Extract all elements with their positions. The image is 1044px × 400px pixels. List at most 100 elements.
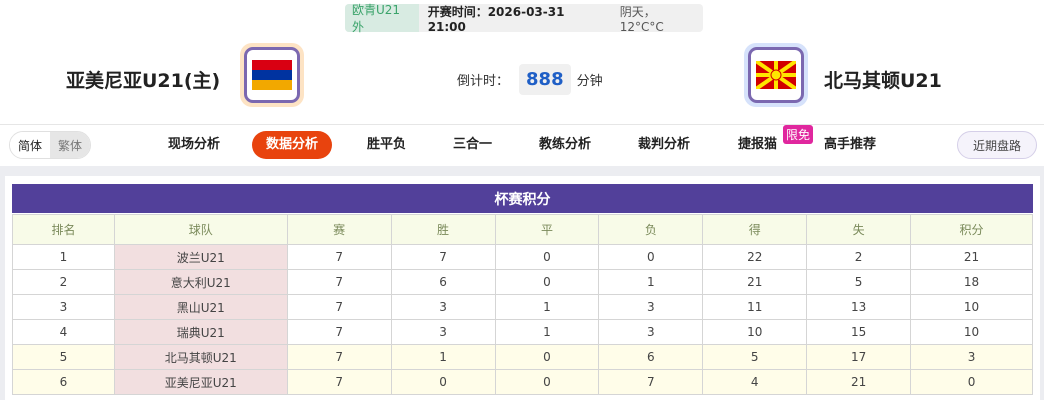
table-cell: 3 (12, 294, 115, 320)
table-cell: 3 (910, 344, 1033, 370)
column-header: 得 (702, 214, 808, 245)
table-cell: 21 (702, 269, 808, 295)
team-cell[interactable]: 瑞典U21 (113, 319, 288, 345)
table-cell: 10 (702, 319, 808, 345)
table-cell: 21 (806, 369, 912, 395)
tab-data-analysis[interactable]: 数据分析 (252, 131, 333, 159)
home-team-flag (240, 43, 304, 107)
table-cell: 7 (286, 319, 392, 345)
table-cell: 0 (390, 369, 496, 395)
weather: 阴天， 12°C°C (619, 4, 664, 34)
table-row: 3 黑山U21 7 3 1 3 11 13 10 (12, 294, 1033, 320)
tab-three-in-one[interactable]: 三合一 (453, 137, 493, 152)
table-cell: 0 (494, 269, 600, 295)
table-row: 5 北马其顿U21 7 1 0 6 5 17 3 (12, 344, 1033, 370)
table-cell: 7 (286, 369, 392, 395)
tab-coach-analysis[interactable]: 教练分析 (539, 137, 592, 152)
north-macedonia-flag-icon (756, 61, 796, 89)
team-cell[interactable]: 亚美尼亚U21 (113, 369, 288, 395)
table-cell: 3 (598, 319, 704, 345)
column-header: 排名 (12, 214, 115, 245)
table-cell: 2 (806, 244, 912, 270)
kickoff-time: 开赛时间：2026-03-31 21:00 (427, 4, 565, 34)
free-badge: 限免 (783, 125, 814, 144)
tab-referee-analysis[interactable]: 裁判分析 (638, 137, 691, 152)
language-toggle[interactable]: 简体 繁体 (9, 131, 91, 159)
traditional-option[interactable]: 繁体 (50, 132, 90, 158)
table-cell: 0 (910, 369, 1033, 395)
table-cell: 6 (390, 269, 496, 295)
table-cell: 0 (494, 344, 600, 370)
table-cell: 1 (494, 294, 600, 320)
table-cell: 1 (494, 319, 600, 345)
table-cell: 4 (12, 319, 115, 345)
column-header: 赛 (286, 214, 392, 245)
table-cell: 1 (12, 244, 115, 270)
countdown-label: 倒计时： (457, 74, 510, 89)
table-cell: 2 (12, 269, 115, 295)
table-cell: 1 (598, 269, 704, 295)
table-row: 2 意大利U21 7 6 0 1 21 5 18 (12, 269, 1033, 295)
match-info-bar: 欧青U21外 开赛时间：2026-03-31 21:00 阴天， 12°C°C (345, 3, 703, 34)
column-header: 积分 (910, 214, 1033, 245)
countdown: 倒计时： 888 分钟 (457, 64, 603, 95)
countdown-unit: 分钟 (576, 74, 603, 89)
table-cell: 1 (390, 344, 496, 370)
table-cell: 22 (702, 244, 808, 270)
home-team-name: 亚美尼亚U21(主) (66, 70, 221, 92)
table-cell: 6 (12, 369, 115, 395)
table-cell: 7 (286, 344, 392, 370)
table-cell: 5 (12, 344, 115, 370)
tab-expert-picks[interactable]: 高手推荐 (824, 137, 877, 152)
tab-live-analysis[interactable]: 现场分析 (168, 137, 221, 152)
table-row: 6 亚美尼亚U21 7 0 0 7 4 21 0 (12, 369, 1033, 395)
table-cell: 18 (910, 269, 1033, 295)
table-row: 4 瑞典U21 7 3 1 3 10 15 10 (12, 319, 1033, 345)
table-title: 杯赛积分 (12, 184, 1033, 213)
table-cell: 0 (494, 244, 600, 270)
column-header: 失 (806, 214, 912, 245)
team-cell[interactable]: 黑山U21 (113, 294, 288, 320)
table-cell: 7 (286, 294, 392, 320)
table-cell: 7 (286, 244, 392, 270)
armenia-flag-icon (252, 60, 292, 90)
simplified-option[interactable]: 简体 (10, 132, 50, 158)
table-cell: 3 (598, 294, 704, 320)
table-row: 1 波兰U21 7 7 0 0 22 2 21 (12, 244, 1033, 270)
table-cell: 7 (598, 369, 704, 395)
table-cell: 13 (806, 294, 912, 320)
team-cell[interactable]: 波兰U21 (113, 244, 288, 270)
table-cell: 7 (390, 244, 496, 270)
away-team-name: 北马其顿U21 (824, 70, 942, 92)
table-cell: 5 (702, 344, 808, 370)
tab-win-draw-lose[interactable]: 胜平负 (367, 137, 407, 152)
table-cell: 10 (910, 294, 1033, 320)
column-header: 负 (598, 214, 704, 245)
header-row: 排名 球队赛胜平负得失积分 (12, 214, 1033, 245)
column-header: 胜 (390, 214, 496, 245)
table-cell: 3 (390, 319, 496, 345)
table-cell: 17 (806, 344, 912, 370)
table-cell: 0 (598, 244, 704, 270)
team-cell[interactable]: 北马其顿U21 (113, 344, 288, 370)
table-cell: 0 (494, 369, 600, 395)
table-cell: 7 (286, 269, 392, 295)
table-cell: 10 (910, 319, 1033, 345)
table-cell: 11 (702, 294, 808, 320)
table-cell: 21 (910, 244, 1033, 270)
table-cell: 4 (702, 369, 808, 395)
column-header: 平 (494, 214, 600, 245)
standings-table: 排名 球队赛胜平负得失积分 1 波兰U21 7 7 0 0 22 2 21 2 意大利U21 7 6 0 1 2… (12, 214, 1033, 395)
team-cell[interactable]: 意大利U21 (113, 269, 288, 295)
league-label[interactable]: 欧青U21外 (345, 3, 419, 34)
table-cell: 6 (598, 344, 704, 370)
away-team-flag (744, 43, 808, 107)
recent-trend-button[interactable]: 近期盘路 (957, 131, 1037, 159)
tab-jiebaomao[interactable]: 捷报猫 (738, 137, 778, 152)
countdown-value: 888 (519, 64, 571, 95)
table-cell: 5 (806, 269, 912, 295)
column-header: 球队 (113, 214, 288, 245)
table-cell: 15 (806, 319, 912, 345)
table-cell: 3 (390, 294, 496, 320)
divider (0, 124, 1044, 125)
